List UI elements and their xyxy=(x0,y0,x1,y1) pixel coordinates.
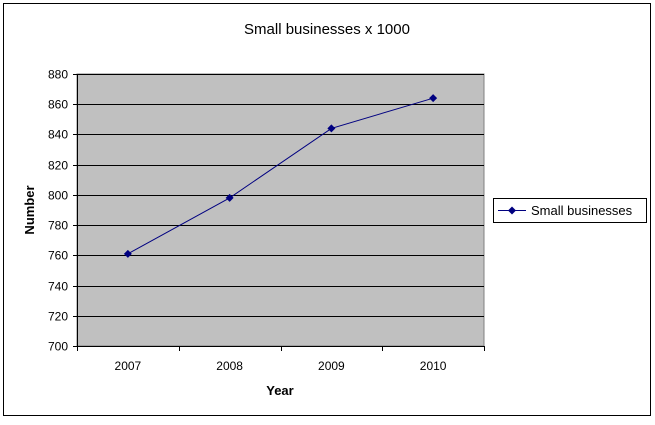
x-tick-label: 2009 xyxy=(318,359,345,373)
y-tick-label: 700 xyxy=(48,340,68,354)
y-tick-label: 760 xyxy=(48,249,68,263)
data-point xyxy=(225,193,234,202)
data-point xyxy=(429,94,438,103)
data-point xyxy=(327,124,336,133)
chart-title: Small businesses x 1000 xyxy=(244,21,410,38)
y-tick-label: 780 xyxy=(48,219,68,233)
legend: Small businesses xyxy=(493,198,647,223)
legend-label: Small businesses xyxy=(531,203,633,218)
x-axis-label: Year xyxy=(266,383,293,398)
y-tick-label: 880 xyxy=(48,68,68,82)
series-line xyxy=(127,97,434,255)
plot-area xyxy=(76,73,485,347)
y-axis-label: Number xyxy=(22,185,37,234)
y-tick-label: 740 xyxy=(48,280,68,294)
y-tick-label: 820 xyxy=(48,159,68,173)
y-tick-label: 720 xyxy=(48,310,68,324)
x-tick-label: 2010 xyxy=(420,359,447,373)
x-tick-label: 2008 xyxy=(216,359,243,373)
y-tick-label: 840 xyxy=(48,128,68,142)
legend-marker xyxy=(508,206,516,215)
y-tick-label: 860 xyxy=(48,98,68,112)
y-tick-label: 800 xyxy=(48,189,68,203)
data-point xyxy=(123,249,132,258)
x-tick-label: 2007 xyxy=(115,359,142,373)
